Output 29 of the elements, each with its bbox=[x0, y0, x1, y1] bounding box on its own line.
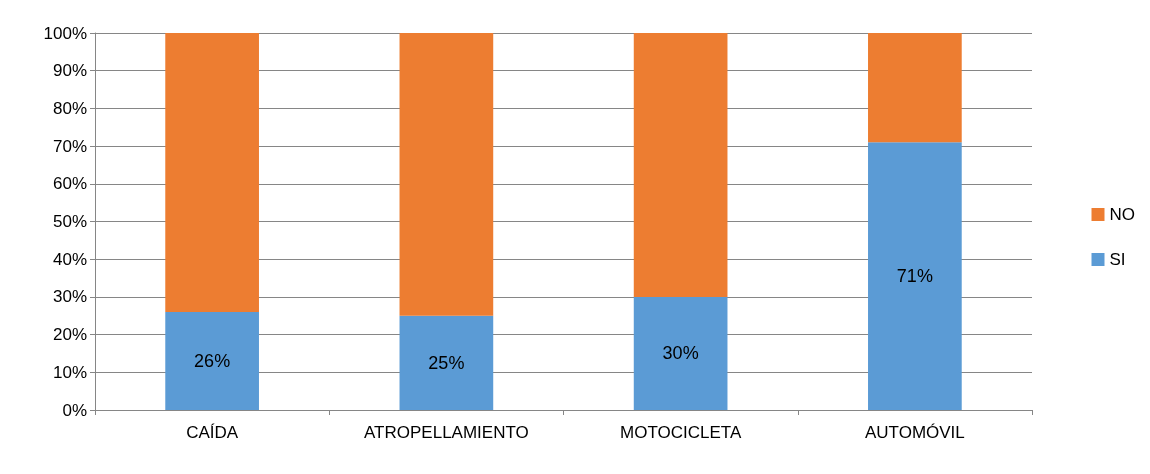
y-tick-label: 20% bbox=[52, 325, 87, 345]
y-tick-label: 90% bbox=[52, 61, 87, 81]
bar bbox=[633, 296, 728, 410]
x-tick-label: ATROPELLAMIENTO bbox=[364, 423, 529, 442]
x-tick-label: CAÍDA bbox=[186, 423, 239, 442]
x-tick-label: AUTOMÓVIL bbox=[864, 423, 965, 442]
y-tick-label: 10% bbox=[52, 362, 87, 382]
y-tick-label: 80% bbox=[52, 98, 87, 118]
bar bbox=[633, 33, 728, 297]
y-tick-label: 0% bbox=[62, 400, 87, 420]
legend-label: SI bbox=[1109, 250, 1126, 269]
data-label: 25% bbox=[428, 352, 465, 373]
bar bbox=[165, 311, 259, 410]
bar bbox=[868, 142, 962, 410]
bar bbox=[868, 33, 962, 143]
data-label: 71% bbox=[896, 266, 933, 287]
y-tick-label: 100% bbox=[43, 23, 87, 43]
legend-label: NO bbox=[1109, 205, 1135, 224]
y-tick-label: 70% bbox=[52, 136, 87, 156]
x-tick-label: MOTOCICLETA bbox=[620, 423, 742, 442]
data-label: 26% bbox=[194, 350, 231, 371]
y-tick-label: 40% bbox=[52, 249, 87, 269]
y-tick-label: 30% bbox=[52, 287, 87, 307]
bar bbox=[399, 33, 494, 316]
y-tick-label: 60% bbox=[52, 174, 87, 194]
data-label: 30% bbox=[662, 343, 699, 364]
y-tick-label: 50% bbox=[52, 212, 87, 231]
bar bbox=[165, 33, 259, 312]
bar bbox=[399, 315, 494, 410]
